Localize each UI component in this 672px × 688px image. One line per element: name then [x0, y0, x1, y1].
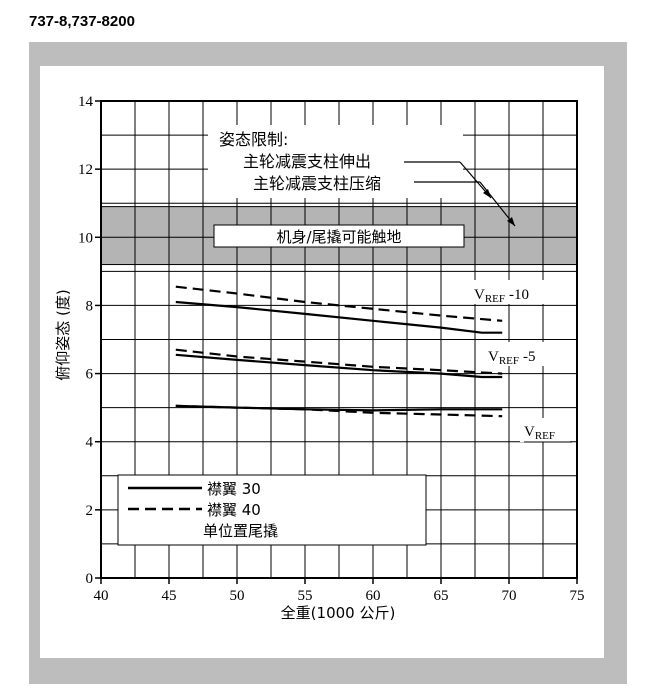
x-tick-label: 60 — [366, 588, 381, 604]
legend-flaps40: 襟翼 40 — [207, 501, 261, 519]
x-axis-label: 全重(1000 公斤) — [281, 604, 396, 622]
band-label: 机身/尾撬可能触地 — [276, 228, 401, 246]
x-tick-label: 50 — [230, 588, 245, 604]
x-tick-label: 40 — [94, 588, 109, 604]
y-tick-label: 0 — [86, 571, 94, 587]
x-tick-label: 65 — [434, 588, 449, 604]
legend-note: 单位置尾撬 — [203, 522, 278, 540]
limit-note-extended: 主轮减震支柱伸出 — [243, 152, 371, 171]
x-tick-label: 55 — [298, 588, 313, 604]
y-axis-label: 俯仰姿态 (度) — [54, 289, 72, 380]
y-tick-label: 6 — [86, 367, 94, 383]
y-tick-label: 2 — [86, 503, 94, 519]
y-tick-label: 8 — [86, 298, 94, 314]
x-tick-label: 75 — [570, 588, 585, 604]
limit-note-title: 姿态限制: — [219, 130, 288, 149]
limit-note-compressed: 主轮减震支柱压缩 — [253, 174, 381, 193]
y-tick-label: 10 — [78, 230, 93, 246]
x-tick-label: 45 — [162, 588, 177, 604]
x-tick-label: 70 — [502, 588, 517, 604]
y-tick-label: 12 — [78, 162, 93, 178]
legend-flaps30: 襟翼 30 — [207, 480, 261, 498]
y-tick-label: 4 — [86, 435, 94, 451]
y-tick-label: 14 — [78, 94, 94, 110]
